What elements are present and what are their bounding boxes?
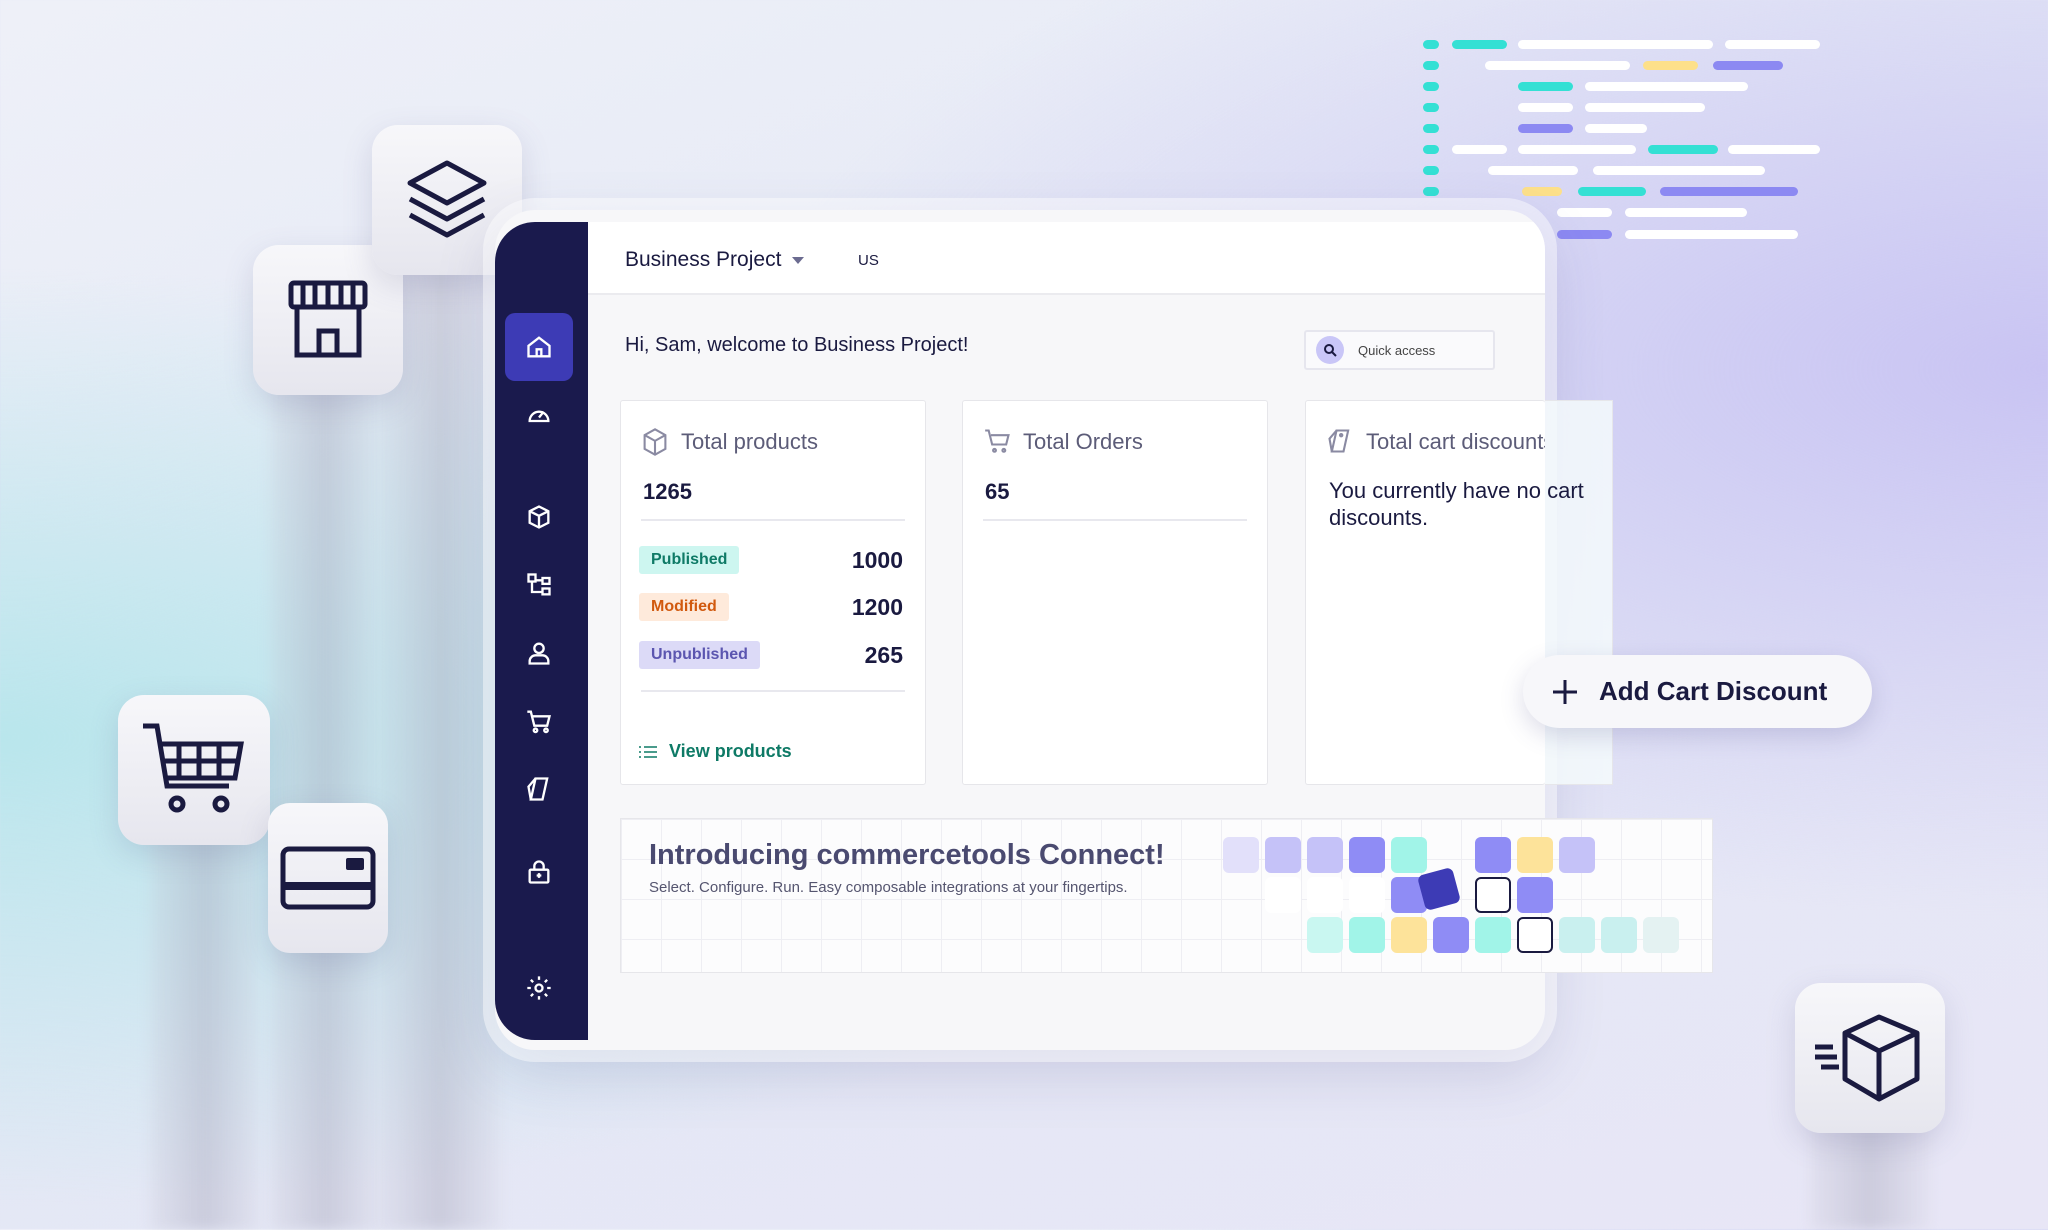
- sidebar-item-dashboard[interactable]: [505, 380, 573, 448]
- welcome-message: Hi, Sam, welcome to Business Project!: [625, 334, 969, 356]
- credit-card-icon: [268, 803, 388, 953]
- shopping-cart-icon: [118, 695, 270, 845]
- card-title: Total Orders: [1023, 429, 1143, 454]
- card-title: Total products: [681, 429, 818, 454]
- app-header: Business Project US: [588, 222, 1545, 295]
- total-cart-discounts-card: Total cart discounts: [1305, 400, 1545, 785]
- quick-access-input[interactable]: Quick access: [1304, 330, 1495, 370]
- categories-tree-icon: [527, 573, 551, 596]
- settings-gear-icon: [527, 976, 551, 1000]
- total-orders-card: Total Orders 65: [962, 400, 1268, 785]
- sidebar-item-discounts[interactable]: [505, 755, 573, 823]
- card-title: Total cart discounts: [1366, 429, 1545, 454]
- product-cube-icon: [643, 428, 667, 456]
- decor-pillar: [150, 800, 260, 1230]
- shipping-box-icon: [1795, 983, 1945, 1133]
- quick-access-placeholder: Quick access: [1358, 342, 1436, 358]
- decor-pillar: [270, 330, 380, 1230]
- no-discounts-message: You currently have no cart discounts.: [1329, 478, 1584, 530]
- view-products-link[interactable]: View products: [639, 741, 792, 762]
- banner-title: Introducing commercetools Connect!: [649, 839, 1165, 871]
- status-badge-unpublished: Unpublished: [639, 641, 760, 669]
- connect-banner[interactable]: Introducing commercetools Connect! Selec…: [620, 818, 1713, 973]
- decor-pillar: [380, 240, 500, 1230]
- store-icon: [253, 245, 403, 395]
- customer-user-icon: [528, 642, 550, 665]
- cart-icon: [985, 429, 1010, 453]
- discount-tag-icon: [527, 777, 549, 801]
- published-count: 1000: [851, 547, 903, 573]
- view-products-label: View products: [669, 741, 792, 761]
- sidebar-item-settings[interactable]: [505, 954, 573, 1022]
- chevron-down-icon: [792, 257, 805, 264]
- sidebar-item-connect[interactable]: [505, 838, 573, 906]
- connect-icon: [1416, 866, 1462, 912]
- unpublished-count: 265: [864, 642, 903, 668]
- locale-switcher[interactable]: US: [858, 252, 879, 269]
- total-products-card: Total products 1265 Published 1000 Modif…: [620, 400, 926, 785]
- modified-count: 1200: [851, 594, 903, 620]
- product-cube-icon: [528, 505, 550, 529]
- list-icon: [639, 745, 657, 758]
- dashboard-gauge-icon: [528, 410, 550, 423]
- sidebar-item-categories[interactable]: [505, 551, 573, 619]
- status-badge-published: Published: [639, 546, 740, 574]
- card-value: 65: [985, 479, 1010, 504]
- search-icon: [1316, 336, 1344, 364]
- banner-subtitle: Select. Configure. Run. Easy composable …: [649, 879, 1128, 896]
- add-cart-discount-button[interactable]: Add Cart Discount: [1523, 655, 1872, 728]
- connect-lock-icon: [528, 860, 550, 884]
- project-switcher[interactable]: Business Project: [625, 248, 805, 272]
- sidebar-item-home[interactable]: [505, 313, 573, 381]
- orders-cart-icon: [527, 710, 551, 734]
- plus-icon: [1553, 679, 1577, 704]
- status-badge-modified: Modified: [639, 593, 729, 621]
- card-value: 1265: [643, 479, 692, 504]
- sidebar: [495, 222, 588, 1040]
- add-cart-discount-label: Add Cart Discount: [1599, 676, 1828, 706]
- sidebar-item-orders[interactable]: [505, 687, 573, 755]
- discount-tag-icon: [1328, 429, 1350, 453]
- project-name: Business Project: [625, 248, 782, 271]
- home-icon: [527, 336, 551, 358]
- sidebar-item-customers[interactable]: [505, 619, 573, 687]
- sidebar-item-products[interactable]: [505, 483, 573, 551]
